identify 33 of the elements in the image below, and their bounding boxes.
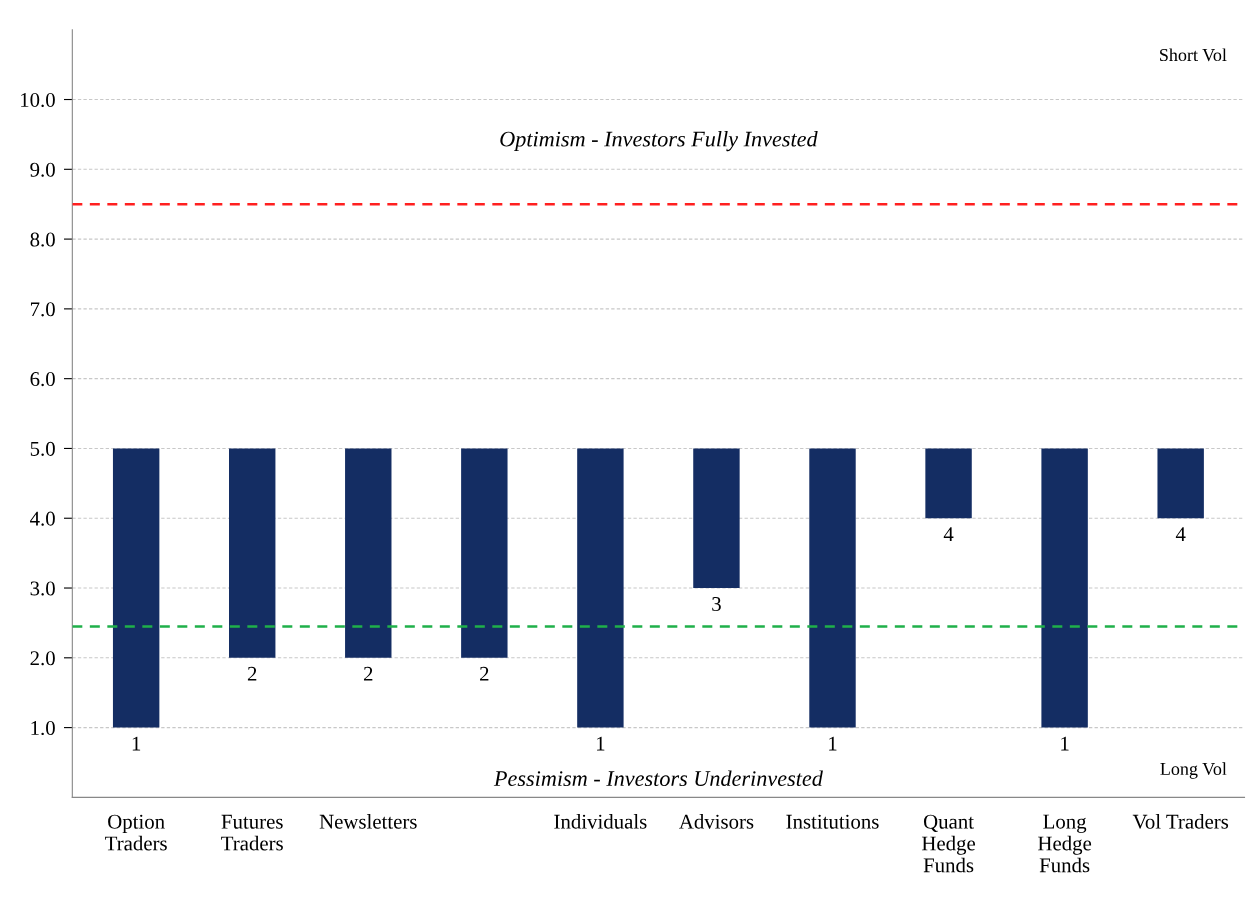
data-label: 2 <box>363 666 373 681</box>
x-tick-label: Long Hedge Funds <box>1038 814 1092 873</box>
data-label: 2 <box>480 666 489 681</box>
x-tick-label: Futures Traders <box>221 814 283 851</box>
data-label: 1 <box>597 736 605 751</box>
x-tick-label: Option Traders <box>105 814 167 851</box>
y-tick-label: 3.0 <box>30 581 55 596</box>
y-tick-label: 6.0 <box>30 372 55 387</box>
y-tick-label: 4.0 <box>30 511 55 526</box>
y-tick-label: 7.0 <box>30 302 55 317</box>
data-label: 2 <box>247 666 257 681</box>
annotation: Long Vol <box>1160 762 1227 779</box>
data-label: 4 <box>1175 527 1186 542</box>
y-tick-label: 9.0 <box>30 162 55 177</box>
x-tick-label: Vol Traders <box>1132 814 1229 829</box>
y-tick-label: 5.0 <box>30 441 55 456</box>
annotation: Optimism - Investors Fully Invested <box>500 130 818 152</box>
data-label: 3 <box>712 597 721 612</box>
y-tick-label: 1.0 <box>31 720 55 736</box>
x-tick-label: Individuals <box>554 814 647 829</box>
y-tick-label: 8.0 <box>30 232 55 247</box>
annotation: Short Vol <box>1160 48 1227 62</box>
data-label: 1 <box>132 736 141 751</box>
data-label: 1 <box>829 736 837 751</box>
x-tick-label: Advisors <box>679 814 754 829</box>
annotation: Pessimism - Investors Underinvested <box>493 770 823 787</box>
data-label: 4 <box>943 527 954 542</box>
y-tick-label: 10.0 <box>21 92 55 108</box>
x-tick-label: Quant Hedge Funds <box>921 814 976 873</box>
data-label: 1 <box>1061 736 1069 751</box>
x-tick-label: Institutions <box>786 814 879 829</box>
x-tick-label: Newsletters <box>319 814 417 829</box>
y-tick-label: 2.0 <box>30 651 55 666</box>
